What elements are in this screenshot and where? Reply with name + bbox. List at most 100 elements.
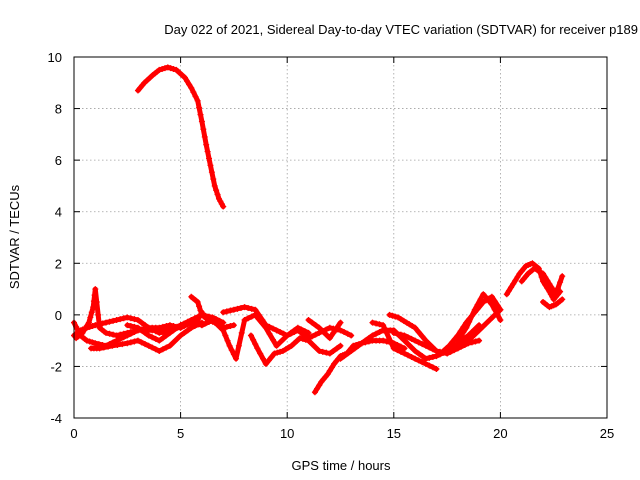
data-point xyxy=(319,328,326,335)
series-arc-18 xyxy=(454,291,504,344)
data-point xyxy=(557,279,564,286)
data-point xyxy=(127,323,134,330)
data-point xyxy=(305,337,312,344)
data-point xyxy=(92,340,99,347)
data-point xyxy=(465,332,472,339)
data-point xyxy=(224,337,231,344)
series-arc-14 xyxy=(369,319,440,373)
data-series xyxy=(71,64,566,396)
data-point xyxy=(166,342,173,349)
data-point xyxy=(419,333,426,340)
data-point xyxy=(326,335,333,342)
data-point xyxy=(302,336,309,343)
data-point xyxy=(355,342,362,349)
data-point xyxy=(326,367,333,374)
data-point xyxy=(422,355,429,362)
data-point xyxy=(196,104,203,111)
data-point xyxy=(337,342,344,349)
data-point xyxy=(213,187,220,194)
data-point xyxy=(75,328,82,335)
data-point xyxy=(266,330,273,337)
data-point xyxy=(554,285,561,292)
data-point xyxy=(474,301,481,308)
x-tick-label: 5 xyxy=(177,426,184,441)
y-axis-label: SDTVAR / TECUs xyxy=(7,184,22,289)
data-point xyxy=(174,324,181,331)
data-point xyxy=(127,315,134,322)
data-point xyxy=(163,332,170,339)
data-point xyxy=(127,339,134,346)
data-point xyxy=(373,320,380,327)
data-point xyxy=(362,337,369,344)
data-point xyxy=(471,306,478,313)
data-point xyxy=(124,340,131,347)
data-point xyxy=(316,347,323,354)
data-point xyxy=(401,345,408,352)
data-point xyxy=(274,349,281,356)
y-tick-label: 0 xyxy=(55,308,62,323)
data-point xyxy=(170,327,177,334)
data-point xyxy=(488,301,495,308)
data-point xyxy=(255,311,262,318)
data-point xyxy=(480,291,487,298)
data-point xyxy=(544,277,551,284)
data-point xyxy=(494,302,501,309)
data-point xyxy=(376,321,383,328)
data-point xyxy=(461,335,468,342)
data-point xyxy=(81,326,88,333)
data-point xyxy=(401,332,408,339)
data-point xyxy=(262,322,269,329)
x-tick-label: 0 xyxy=(70,426,77,441)
data-point xyxy=(408,335,415,342)
data-point xyxy=(164,64,171,71)
data-point xyxy=(216,323,223,330)
data-point xyxy=(220,309,227,316)
data-point xyxy=(287,330,294,337)
data-point xyxy=(386,311,393,318)
data-point xyxy=(491,306,498,313)
data-point xyxy=(422,337,429,344)
data-point xyxy=(241,317,248,324)
data-point xyxy=(200,126,207,133)
data-point xyxy=(344,330,351,337)
data-point xyxy=(312,344,319,351)
y-tick-label: 8 xyxy=(55,102,62,117)
data-point xyxy=(508,284,515,291)
data-point xyxy=(273,327,280,334)
data-point xyxy=(124,314,131,321)
data-point xyxy=(397,348,404,355)
data-point xyxy=(309,319,316,326)
data-point xyxy=(197,307,204,314)
series-arc-9 xyxy=(220,304,355,342)
data-point xyxy=(142,341,149,348)
data-point xyxy=(198,322,205,329)
series-arc-20 xyxy=(518,265,566,298)
data-point xyxy=(138,327,145,334)
data-point xyxy=(181,74,188,81)
data-point xyxy=(86,338,93,345)
data-point xyxy=(131,316,138,323)
data-point xyxy=(446,342,453,349)
data-point xyxy=(222,332,229,339)
data-point xyxy=(380,337,387,344)
data-point xyxy=(454,337,461,344)
data-point xyxy=(497,317,504,324)
data-point xyxy=(466,318,473,325)
data-point xyxy=(412,355,419,362)
data-point xyxy=(88,309,95,316)
data-point xyxy=(328,364,335,371)
data-point xyxy=(161,65,168,72)
data-point xyxy=(426,362,433,369)
data-point xyxy=(152,346,159,353)
data-point xyxy=(134,324,141,331)
data-point xyxy=(505,287,512,294)
data-point xyxy=(207,162,214,169)
data-point xyxy=(412,347,419,354)
data-point xyxy=(138,319,145,326)
data-point xyxy=(102,329,109,336)
data-point xyxy=(415,339,422,346)
data-point xyxy=(252,341,259,348)
data-point xyxy=(124,322,131,329)
data-point xyxy=(211,182,218,189)
